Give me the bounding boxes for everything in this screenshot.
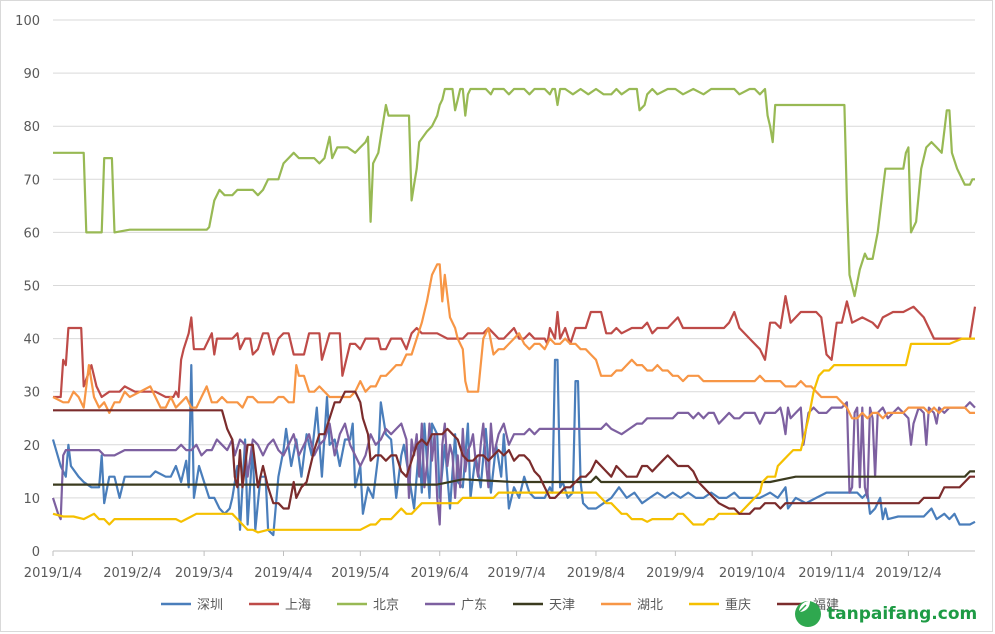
- legend: 深圳 上海 北京 广东 天津 湖北 重庆 福建: [161, 597, 839, 613]
- legend-label: 北京: [373, 598, 399, 613]
- y-tick-label: 60: [23, 226, 40, 241]
- gridlines: [53, 19, 975, 552]
- series-line-北京: [53, 87, 975, 298]
- legend-label: 天津: [549, 598, 575, 613]
- series-line-重庆: [52, 337, 975, 534]
- x-tick-label: 2019/10/4: [719, 566, 786, 581]
- series-line-深圳: [51, 358, 976, 537]
- x-tick-label: 2019/5/4: [331, 566, 389, 581]
- legend-label: 广东: [461, 598, 487, 613]
- legend-label: 深圳: [197, 598, 223, 613]
- watermark: tanpaifang.com: [795, 598, 977, 630]
- y-tick-label: 90: [23, 67, 40, 82]
- series-line-广东: [51, 401, 976, 526]
- series-line-福建: [53, 390, 975, 515]
- series-line-上海: [53, 295, 977, 399]
- y-axis-ticks: 0 10 20 30 40 50 60 70 80 90 100: [15, 14, 40, 560]
- series-lines: [51, 87, 977, 537]
- y-tick-label: 30: [23, 386, 40, 401]
- y-tick-label: 0: [32, 545, 40, 560]
- x-tick-label: 2019/8/4: [567, 566, 625, 581]
- y-tick-label: 100: [15, 14, 40, 29]
- x-axis-ticks: 2019/1/4 2019/2/4 2019/3/4 2019/4/4 2019/5/4…: [24, 551, 942, 581]
- y-tick-label: 80: [23, 120, 40, 135]
- x-tick-label: 2019/2/4: [103, 566, 161, 581]
- x-tick-label: 2019/7/4: [487, 566, 545, 581]
- x-tick-label: 2019/4/4: [254, 566, 312, 581]
- x-tick-label: 2019/1/4: [24, 566, 82, 581]
- series-line-天津: [53, 470, 975, 486]
- x-tick-label: 2019/3/4: [175, 566, 233, 581]
- y-tick-label: 40: [23, 333, 40, 348]
- y-tick-label: 70: [23, 173, 40, 188]
- legend-label: 湖北: [637, 598, 663, 613]
- legend-label: 重庆: [725, 597, 751, 613]
- series-line-湖北: [52, 263, 975, 420]
- x-tick-label: 2019/9/4: [646, 566, 704, 581]
- y-tick-label: 20: [23, 439, 40, 454]
- x-tick-label: 2019/12/4: [875, 566, 942, 581]
- y-tick-label: 50: [23, 280, 40, 295]
- y-tick-label: 10: [23, 492, 40, 507]
- watermark-text: tanpaifang.com: [827, 604, 978, 624]
- leaf-logo-icon: [795, 601, 821, 627]
- legend-label: 上海: [285, 598, 311, 613]
- x-tick-label: 2019/11/4: [798, 566, 865, 581]
- x-tick-label: 2019/6/4: [411, 566, 469, 581]
